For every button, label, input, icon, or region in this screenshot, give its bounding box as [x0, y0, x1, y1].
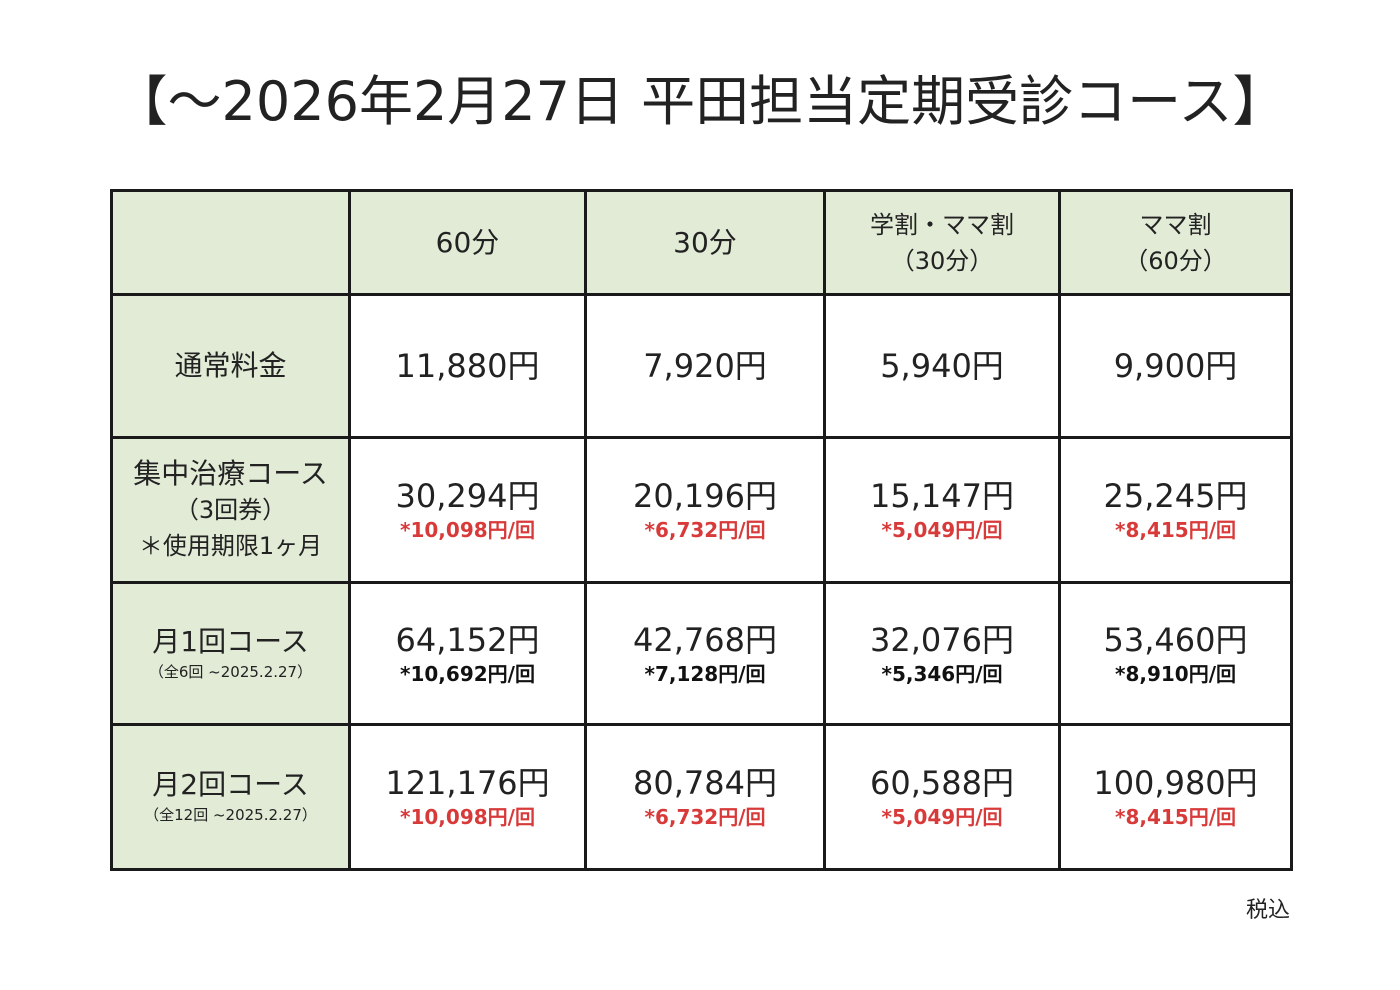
column-header-label: 60分	[435, 225, 500, 259]
table-row-monthly-2: 月2回コース （全12回 ~2025.2.27） 121,176円 *10,098…	[110, 723, 1293, 871]
column-header-mama-60min: ママ割 （60分）	[1058, 189, 1293, 296]
price-value: 20,196円	[633, 477, 777, 515]
price-cell: 60,588円 *5,049円/回	[823, 723, 1061, 871]
price-value: 60,588円	[870, 764, 1014, 802]
tax-included-note: 税込	[1245, 898, 1290, 923]
price-cell: 80,784円 *6,732円/回	[584, 723, 826, 871]
price-value: 7,920円	[643, 347, 767, 385]
per-visit-price: *7,128円/回	[644, 661, 766, 686]
per-visit-price: *10,098円/回	[400, 805, 535, 829]
price-cell: 9,900円	[1058, 293, 1293, 439]
price-value: 53,460円	[1103, 620, 1248, 659]
row-label: 通常料金	[174, 349, 287, 382]
row-note: ＊使用期限1ヶ月	[138, 532, 323, 560]
price-value: 30,294円	[395, 477, 540, 515]
table-row-monthly-1: 月1回コース （全6回 ~2025.2.27） 64,152円 *10,692円/…	[110, 581, 1293, 726]
row-header-intensive: 集中治療コース （3回券） ＊使用期限1ヶ月	[110, 436, 351, 584]
column-header-sublabel: （30分）	[890, 246, 994, 275]
per-visit-price: *10,692円/回	[400, 661, 535, 686]
price-cell: 25,245円 *8,415円/回	[1058, 436, 1293, 584]
column-header-label: 学割・ママ割	[870, 210, 1014, 239]
price-cell: 64,152円 *10,692円/回	[348, 581, 587, 726]
price-value: 100,980円	[1093, 764, 1258, 802]
row-sublabel: （全12回 ~2025.2.27）	[144, 806, 317, 824]
per-visit-price: *5,049円/回	[881, 805, 1003, 829]
per-visit-price: *8,415円/回	[1114, 518, 1237, 542]
per-visit-price: *10,098円/回	[400, 518, 535, 542]
column-header-label: ママ割	[1139, 210, 1212, 239]
price-cell: 11,880円	[348, 293, 587, 439]
header-row: 60分 30分 学割・ママ割 （30分） ママ割 （60分）	[110, 189, 1293, 296]
price-cell: 32,076円 *5,346円/回	[823, 581, 1061, 726]
row-sublabel: （3回券）	[174, 496, 287, 524]
column-header-student-mama-30min: 学割・ママ割 （30分）	[823, 189, 1061, 296]
price-value: 64,152円	[395, 620, 540, 659]
table-row-intensive: 集中治療コース （3回券） ＊使用期限1ヶ月 30,294円 *10,098円/回…	[110, 436, 1293, 584]
price-value: 121,176円	[385, 764, 550, 802]
price-value: 5,940円	[880, 347, 1004, 385]
price-cell: 15,147円 *5,049円/回	[823, 436, 1061, 584]
price-cell: 53,460円 *8,910円/回	[1058, 581, 1293, 726]
per-visit-price: *6,732円/回	[644, 805, 766, 829]
price-value: 25,245円	[1103, 477, 1248, 515]
price-value: 42,768円	[633, 620, 777, 659]
row-sublabel: （全6回 ~2025.2.27）	[148, 662, 313, 681]
price-cell: 42,768円 *7,128円/回	[584, 581, 826, 726]
price-table: 60分 30分 学割・ママ割 （30分） ママ割 （60分） 通常料金 11,8…	[110, 189, 1293, 871]
price-cell: 7,920円	[584, 293, 826, 439]
row-label: 月2回コース	[152, 768, 309, 801]
row-header-regular: 通常料金	[110, 293, 351, 439]
price-value: 15,147円	[870, 477, 1014, 515]
per-visit-price: *6,732円/回	[644, 518, 766, 542]
row-label: 集中治療コース	[133, 457, 328, 490]
row-label: 月1回コース	[152, 624, 309, 658]
price-cell: 5,940円	[823, 293, 1061, 439]
per-visit-price: *8,910円/回	[1114, 661, 1237, 686]
price-value: 32,076円	[870, 620, 1014, 659]
table-row-regular: 通常料金 11,880円 7,920円 5,940円 9,900円	[110, 293, 1293, 439]
page-title: 【～2026年2月27日 平田担当定期受診コース】	[113, 70, 1287, 133]
price-cell: 30,294円 *10,098円/回	[348, 436, 587, 584]
price-value: 9,900円	[1113, 347, 1238, 385]
per-visit-price: *5,049円/回	[881, 518, 1003, 542]
price-cell: 121,176円 *10,098円/回	[348, 723, 587, 871]
row-header-monthly-2: 月2回コース （全12回 ~2025.2.27）	[110, 723, 351, 871]
per-visit-price: *5,346円/回	[881, 661, 1003, 686]
price-value: 11,880円	[395, 347, 540, 385]
column-header-30min: 30分	[584, 189, 826, 296]
price-cell: 20,196円 *6,732円/回	[584, 436, 826, 584]
row-header-monthly-1: 月1回コース （全6回 ~2025.2.27）	[110, 581, 351, 726]
price-value: 80,784円	[633, 764, 777, 802]
corner-cell	[110, 189, 351, 296]
price-cell: 100,980円 *8,415円/回	[1058, 723, 1293, 871]
per-visit-price: *8,415円/回	[1114, 805, 1237, 829]
column-header-60min: 60分	[348, 189, 587, 296]
column-header-sublabel: （60分）	[1124, 246, 1227, 275]
column-header-label: 30分	[673, 225, 737, 259]
